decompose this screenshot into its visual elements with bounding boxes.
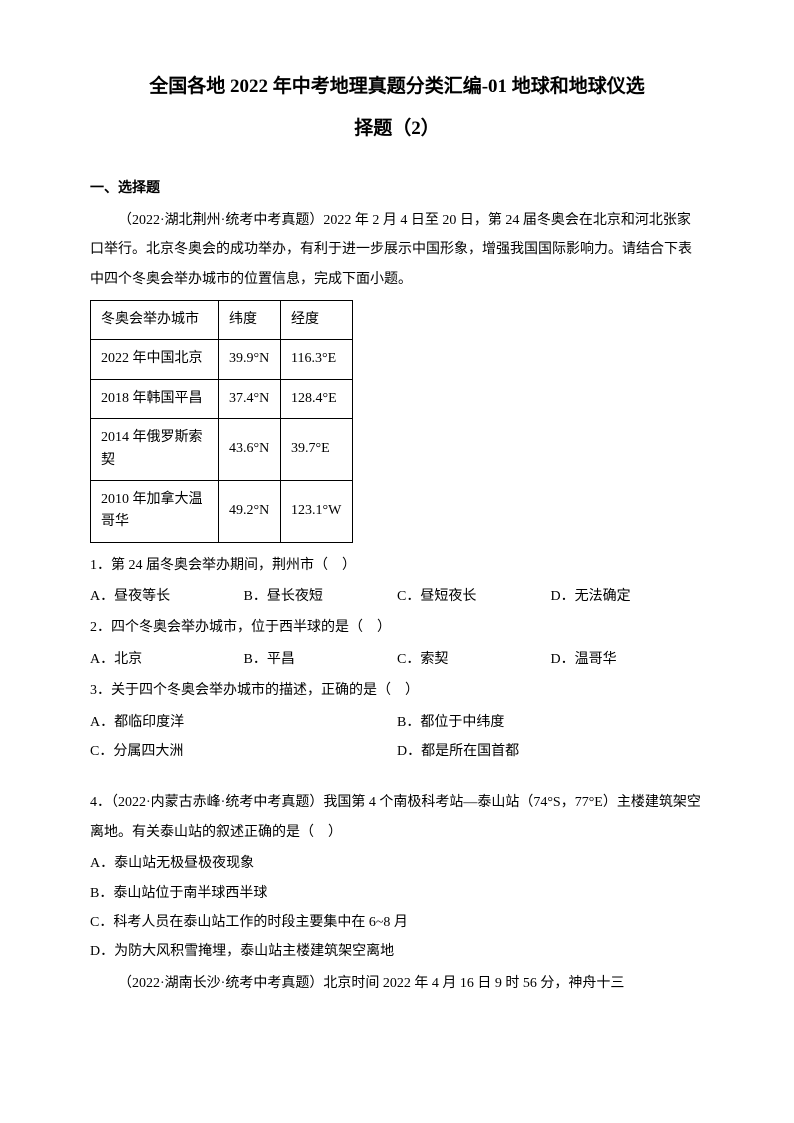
q2-opt-c: C．索契 — [397, 645, 551, 674]
q1-opt-b: B．昼长夜短 — [244, 582, 398, 611]
header-lon: 经度 — [281, 300, 353, 339]
q3-opt-a: A．都临印度洋 — [90, 708, 397, 737]
cell-lon: 128.4°E — [281, 379, 353, 418]
cell-lat: 39.9°N — [219, 340, 281, 379]
header-city: 冬奥会举办城市 — [91, 300, 219, 339]
question-2: 2．四个冬奥会举办城市，位于西半球的是（ ） — [90, 613, 704, 642]
doc-title-line1: 全国各地 2022 年中考地理真题分类汇编-01 地球和地球仪选 — [90, 70, 704, 104]
table-row: 2010 年加拿大温哥华 49.2°N 123.1°W — [91, 480, 353, 542]
q1-opt-a: A．昼夜等长 — [90, 582, 244, 611]
cities-table: 冬奥会举办城市 纬度 经度 2022 年中国北京 39.9°N 116.3°E … — [90, 300, 353, 543]
q3-opt-b: B．都位于中纬度 — [397, 708, 704, 737]
q4-opt-d: D．为防大风积雪掩埋，泰山站主楼建筑架空离地 — [90, 937, 704, 966]
q4-opt-a: A．泰山站无极昼极夜现象 — [90, 849, 704, 878]
q1-opt-d: D．无法确定 — [551, 582, 705, 611]
cell-lat: 37.4°N — [219, 379, 281, 418]
cell-lon: 116.3°E — [281, 340, 353, 379]
cell-city: 2014 年俄罗斯索契 — [91, 419, 219, 481]
q2-options: A．北京 B．平昌 C．索契 D．温哥华 — [90, 645, 704, 674]
q4-options: A．泰山站无极昼极夜现象 B．泰山站位于南半球西半球 C．科考人员在泰山站工作的… — [90, 849, 704, 967]
q2-opt-d: D．温哥华 — [551, 645, 705, 674]
q3-opt-d: D．都是所在国首都 — [397, 737, 704, 766]
cell-lat: 43.6°N — [219, 419, 281, 481]
q3-opt-c: C．分属四大洲 — [90, 737, 397, 766]
table-header-row: 冬奥会举办城市 纬度 经度 — [91, 300, 353, 339]
intro-paragraph-last: （2022·湖南长沙·统考中考真题）北京时间 2022 年 4 月 16 日 9… — [90, 969, 704, 998]
cell-lon: 39.7°E — [281, 419, 353, 481]
table-row: 2022 年中国北京 39.9°N 116.3°E — [91, 340, 353, 379]
cell-lon: 123.1°W — [281, 480, 353, 542]
q2-opt-a: A．北京 — [90, 645, 244, 674]
section-heading: 一、选择题 — [90, 174, 704, 203]
cell-city: 2018 年韩国平昌 — [91, 379, 219, 418]
table-row: 2014 年俄罗斯索契 43.6°N 39.7°E — [91, 419, 353, 481]
doc-title-line2: 择题（2） — [90, 112, 704, 146]
spacer — [90, 768, 704, 788]
q3-options: A．都临印度洋 B．都位于中纬度 C．分属四大洲 D．都是所在国首都 — [90, 708, 704, 767]
question-3: 3．关于四个冬奥会举办城市的描述，正确的是（ ） — [90, 676, 704, 705]
q4-opt-c: C．科考人员在泰山站工作的时段主要集中在 6~8 月 — [90, 908, 704, 937]
q1-options: A．昼夜等长 B．昼长夜短 C．昼短夜长 D．无法确定 — [90, 582, 704, 611]
q4-opt-b: B．泰山站位于南半球西半球 — [90, 879, 704, 908]
question-4: 4．（2022·内蒙古赤峰·统考中考真题）我国第 4 个南极科考站—泰山站（74… — [90, 788, 704, 847]
cell-lat: 49.2°N — [219, 480, 281, 542]
table-row: 2018 年韩国平昌 37.4°N 128.4°E — [91, 379, 353, 418]
cell-city: 2022 年中国北京 — [91, 340, 219, 379]
q1-opt-c: C．昼短夜长 — [397, 582, 551, 611]
header-lat: 纬度 — [219, 300, 281, 339]
intro-paragraph-1: （2022·湖北荆州·统考中考真题）2022 年 2 月 4 日至 20 日，第… — [90, 206, 704, 294]
q2-opt-b: B．平昌 — [244, 645, 398, 674]
cell-city: 2010 年加拿大温哥华 — [91, 480, 219, 542]
question-1: 1．第 24 届冬奥会举办期间，荆州市（ ） — [90, 551, 704, 580]
